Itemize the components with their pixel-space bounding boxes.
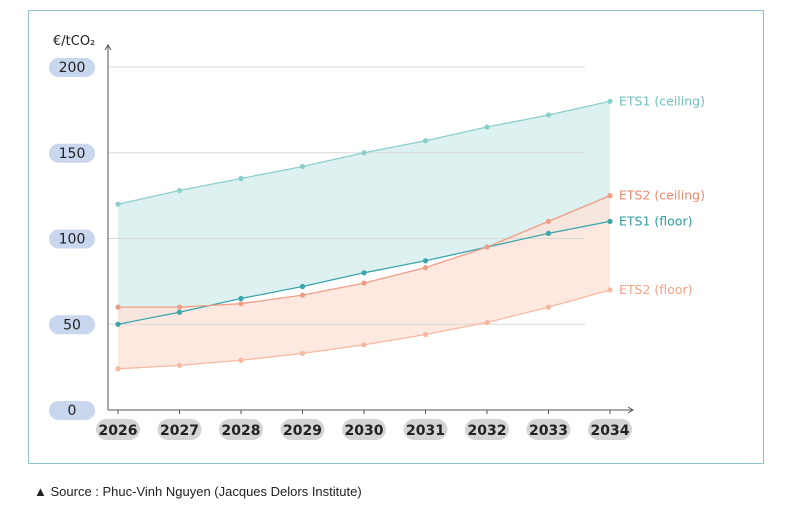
ets2-ceiling-point-2032 xyxy=(484,244,490,250)
y-tick-100: 100 xyxy=(49,229,95,249)
x-tick-label-2029: 2029 xyxy=(283,423,322,439)
y-tick-label-50: 50 xyxy=(63,317,81,333)
corridor-bands xyxy=(118,101,610,369)
x-tick-2029: 2029 xyxy=(280,419,325,440)
x-tick-2033: 2033 xyxy=(526,419,571,440)
x-tick-2034: 2034 xyxy=(588,419,632,440)
ets1-floor-point-2027 xyxy=(176,309,183,315)
ets2-floor-point-2031 xyxy=(422,331,429,338)
x-tick-2028: 2028 xyxy=(219,419,263,440)
ets2-floor-label: ETS2 (floor) xyxy=(619,282,692,297)
ets2-floor-point-2029 xyxy=(299,350,306,357)
ets2-floor-point-2032 xyxy=(484,319,490,326)
y-tick-pill-100 xyxy=(49,229,95,249)
tick-labels: 0 50 100 150 200 2026 2027 2028 2029 2030 2031 2032… xyxy=(49,58,632,440)
ets2-ceiling-point-2028 xyxy=(238,301,244,307)
x-tick-pill-2030 xyxy=(342,419,386,440)
y-axis-arrow xyxy=(104,44,112,51)
x-tick-label-2034: 2034 xyxy=(591,423,630,439)
x-tick-pill-2034 xyxy=(588,419,632,440)
ets2-floor-point-2027 xyxy=(176,362,183,369)
ets2-ceiling-point-2027 xyxy=(176,304,183,310)
ets1-floor-point-2026 xyxy=(115,321,121,327)
ets2-ceiling-point-2033 xyxy=(545,218,552,224)
x-tick-label-2033: 2033 xyxy=(529,423,568,439)
y-tick-50: 50 xyxy=(49,315,95,335)
ets1-ceiling-point-2030 xyxy=(361,150,367,156)
ets1-ceiling-label: ETS1 (ceiling) xyxy=(619,93,705,108)
ets1-corridor-band xyxy=(118,101,610,325)
x-tick-pill-2027 xyxy=(157,419,202,440)
x-tick-label-2031: 2031 xyxy=(406,423,445,439)
x-tick-2027: 2027 xyxy=(157,419,202,440)
ets2-ceiling-point-2026 xyxy=(115,304,121,310)
ets1-ceiling-point-2031 xyxy=(422,138,429,144)
ets2-ceiling-label: ETS2 (ceiling) xyxy=(619,188,705,203)
x-tick-label-2028: 2028 xyxy=(222,423,261,439)
x-tick-pill-2028 xyxy=(219,419,263,440)
ets1-ceiling-point-2028 xyxy=(238,175,244,182)
series-points xyxy=(115,98,613,372)
y-tick-pill-150 xyxy=(49,143,95,163)
ets2-floor-point-2034 xyxy=(607,287,613,293)
y-tick-pill-50 xyxy=(49,315,95,335)
ets2-ceiling-point-2030 xyxy=(361,280,367,286)
x-tick-label-2032: 2032 xyxy=(468,423,507,439)
x-tick-2030: 2030 xyxy=(342,419,386,440)
x-tick-label-2026: 2026 xyxy=(99,423,138,439)
ets2-floor-point-2028 xyxy=(238,357,244,363)
ets1-floor-point-2031 xyxy=(422,258,429,264)
ets1-ceiling-point-2034 xyxy=(607,98,613,104)
axes xyxy=(104,44,634,414)
x-tick-2032: 2032 xyxy=(465,419,509,440)
y-tick-0: 0 xyxy=(49,401,95,420)
ets1-ceiling-point-2027 xyxy=(176,187,183,194)
x-tick-label-2030: 2030 xyxy=(345,423,384,439)
y-tick-label-100: 100 xyxy=(59,232,86,248)
ets1-floor-point-2033 xyxy=(545,230,552,236)
y-tick-pill-200 xyxy=(49,58,95,77)
x-tick-pill-2029 xyxy=(280,419,325,440)
y-tick-label-200: 200 xyxy=(59,60,86,76)
x-tick-pill-2026 xyxy=(96,419,140,440)
x-tick-pill-2031 xyxy=(403,419,448,440)
y-tick-label-0: 0 xyxy=(68,403,77,419)
ets2-floor-point-2033 xyxy=(545,304,552,310)
ets1-floor-point-2028 xyxy=(238,295,244,302)
x-axis-arrow xyxy=(627,406,634,414)
x-tick-pill-2032 xyxy=(465,419,509,440)
series-labels: ETS1 (ceiling) ETS1 (floor) ETS2 (ceiling)… xyxy=(619,93,705,297)
ets1-ceiling-point-2033 xyxy=(545,112,552,118)
ets2-ceiling-point-2029 xyxy=(299,292,306,298)
y-axis-label: €/tCO₂ xyxy=(53,34,95,49)
ets2-ceiling-point-2034 xyxy=(607,193,613,199)
y-tick-label-150: 150 xyxy=(59,146,86,162)
ets1-floor-label: ETS1 (floor) xyxy=(619,213,692,228)
ets2-floor-point-2026 xyxy=(115,366,121,372)
ets2-floor-point-2030 xyxy=(361,342,367,348)
ets1-ceiling-point-2032 xyxy=(484,124,490,130)
ets1-floor-point-2034 xyxy=(607,218,613,224)
price-corridor-chart: ETS1 (ceiling) ETS1 (floor) ETS2 (ceiling)… xyxy=(49,34,705,440)
source-caption: ▲ Source : Phuc-Vinh Nguyen (Jacques Del… xyxy=(34,484,362,499)
y-tick-150: 150 xyxy=(49,143,95,163)
y-tick-200: 200 xyxy=(49,58,95,77)
ets2-ceiling-point-2031 xyxy=(422,265,429,271)
ets1-floor-point-2029 xyxy=(299,283,306,290)
x-tick-2031: 2031 xyxy=(403,419,448,440)
x-tick-label-2027: 2027 xyxy=(160,423,199,439)
ets1-ceiling-point-2029 xyxy=(299,163,306,170)
ets1-floor-point-2030 xyxy=(361,270,367,276)
y-tick-pill-0 xyxy=(49,401,95,420)
ets2-corridor-band xyxy=(118,195,610,369)
x-tick-pill-2033 xyxy=(526,419,571,440)
ets1-ceiling-point-2026 xyxy=(115,201,121,207)
chart-frame: ETS1 (ceiling) ETS1 (floor) ETS2 (ceiling)… xyxy=(28,10,764,464)
gridlines xyxy=(108,66,585,325)
x-tick-2026: 2026 xyxy=(96,419,140,440)
